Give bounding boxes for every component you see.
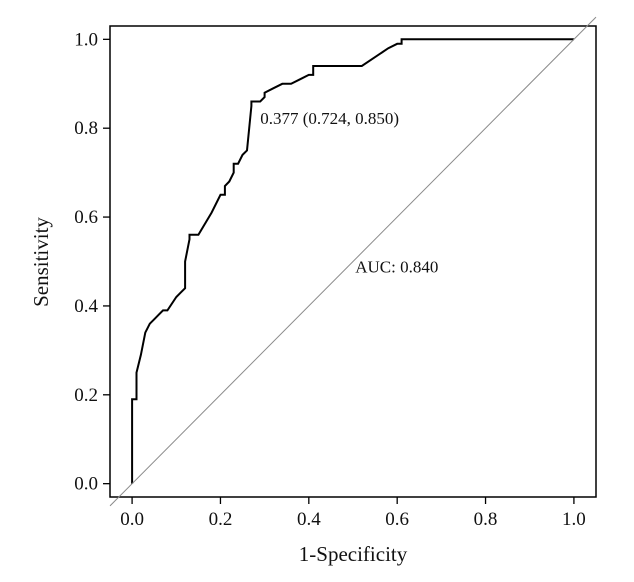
y-tick-label: 0.0 [74, 474, 98, 495]
roc-curve [131, 38, 574, 484]
x-tick-label: 0.8 [474, 509, 498, 530]
x-tick-label: 0.6 [385, 509, 409, 530]
y-tick-label: 0.6 [74, 207, 98, 228]
plot-frame [109, 25, 597, 498]
reference-diagonal-line [109, 16, 597, 507]
x-tick-label: 1.0 [562, 509, 586, 530]
x-tick-label: 0.0 [120, 509, 144, 530]
series-layer [109, 16, 597, 507]
cutoff-annotation: 0.377 (0.724, 0.850) [260, 109, 399, 128]
y-tick-label: 0.2 [74, 385, 98, 406]
x-tick-label: 0.2 [209, 509, 233, 530]
y-tick-label: 0.8 [74, 118, 98, 139]
annotations: 0.377 (0.724, 0.850) AUC: 0.840 [260, 109, 438, 277]
auc-annotation: AUC: 0.840 [355, 258, 438, 277]
y-tick-label: 1.0 [74, 29, 98, 50]
y-axis-title: Sensitivity [29, 217, 53, 307]
x-axis-ticks: 0.0 0.2 0.4 0.6 0.8 1.0 [120, 497, 586, 530]
x-tick-label: 0.4 [297, 509, 321, 530]
x-axis-title: 1-Specificity [299, 542, 408, 566]
y-tick-label: 0.4 [74, 296, 98, 317]
y-axis-ticks: 0.0 0.2 0.4 0.6 0.8 1.0 [74, 29, 110, 495]
